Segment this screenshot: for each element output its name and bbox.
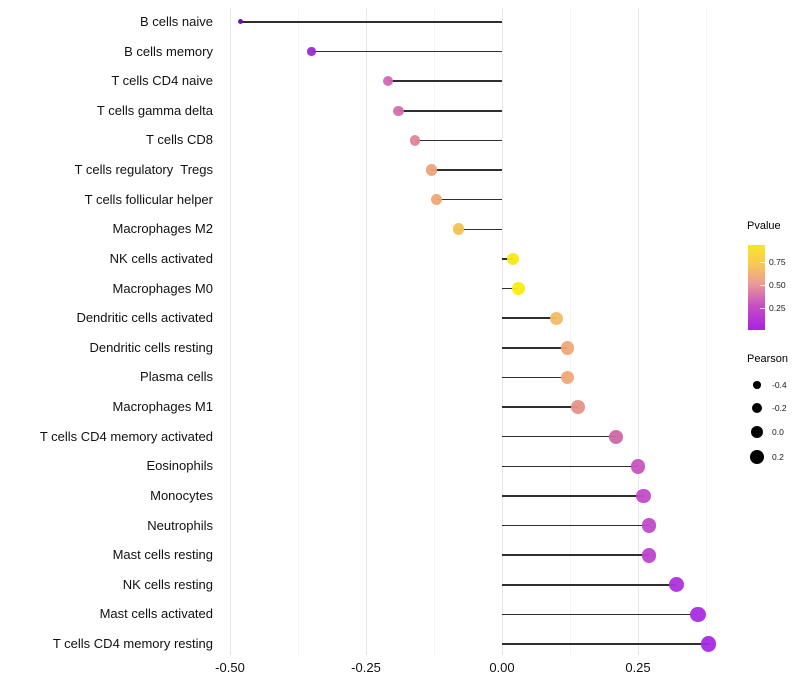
gradient-tick-mark: [760, 308, 765, 309]
minor-gridline: [434, 8, 435, 655]
category-label: NK cells resting: [122, 576, 213, 592]
lollipop-dot: [609, 429, 624, 444]
minor-gridline: [570, 8, 571, 655]
x-axis-tick-label: -0.50: [215, 660, 245, 675]
lollipop-dot: [630, 459, 646, 474]
lollipop-stem: [502, 465, 638, 468]
lollipop-dot: [307, 47, 316, 56]
lollipop-stem: [502, 524, 649, 527]
size-legend-dot: [753, 381, 761, 389]
lollipop-dot: [382, 76, 393, 87]
lollipop-dot: [641, 518, 657, 533]
lollipop-dot: [636, 488, 651, 504]
size-legend-label: -0.4: [772, 379, 787, 390]
category-label: T cells CD8: [146, 132, 213, 148]
major-gridline: [638, 8, 639, 655]
minor-gridline: [298, 8, 299, 655]
lollipop-stem: [502, 317, 557, 319]
size-legend-label: 0.2: [772, 451, 784, 462]
category-label: Macrophages M0: [112, 280, 213, 296]
lollipop-stem: [240, 21, 502, 23]
lollipop-dot: [700, 636, 717, 652]
lollipop-stem: [502, 584, 677, 586]
lollipop-dot: [690, 606, 706, 623]
lollipop-stem: [502, 613, 698, 616]
gradient-tick-label: 0.25: [769, 303, 786, 313]
category-label: T cells gamma delta: [96, 102, 213, 118]
lollipop-dot: [238, 19, 244, 25]
category-label: Eosinophils: [146, 458, 214, 474]
pvalue-gradient-bar: [748, 245, 765, 330]
size-legend-label: -0.2: [772, 402, 787, 413]
lollipop-dot: [571, 400, 585, 414]
lollipop-dot: [549, 311, 564, 325]
size-legend-dot: [751, 402, 763, 414]
major-gridline: [502, 8, 503, 655]
lollipop-stem: [502, 643, 709, 645]
lollipop-dot: [668, 577, 684, 593]
category-label: Dendritic cells resting: [89, 339, 213, 355]
category-label: Mast cells activated: [99, 606, 213, 622]
category-label: Dendritic cells activated: [76, 310, 213, 326]
lollipop-stem: [458, 228, 502, 231]
category-label: B cells naive: [140, 14, 213, 29]
lollipop-stem: [502, 287, 519, 290]
category-label: T cells follicular helper: [84, 191, 213, 207]
lollipop-stem: [502, 435, 617, 438]
lollipop-dot: [641, 547, 657, 563]
pvalue-legend-title: Pvalue: [747, 220, 781, 232]
x-axis-tick-label: 0.00: [489, 660, 515, 675]
lollipop-dot: [506, 252, 520, 266]
lollipop-stem: [502, 554, 649, 556]
category-label: T cells regulatory Tregs: [74, 162, 213, 178]
gradient-tick-label: 0.50: [769, 280, 786, 290]
lollipop-stem: [398, 110, 502, 112]
lollipop-stem: [436, 198, 502, 201]
lollipop-dot: [560, 341, 575, 355]
category-label: T cells CD4 memory activated: [39, 428, 213, 444]
category-label: T cells CD4 naive: [111, 73, 213, 89]
category-label: B cells memory: [124, 43, 213, 59]
plot-panel: [222, 8, 718, 655]
lollipop-dot: [425, 164, 437, 176]
lollipop-dot: [409, 135, 421, 146]
category-label: T cells CD4 memory resting: [52, 636, 213, 652]
category-label: Neutrophils: [147, 517, 213, 533]
x-axis-tick-label: -0.25: [351, 660, 381, 675]
gradient-tick-label: 0.75: [769, 257, 786, 267]
category-label: Monocytes: [150, 487, 213, 503]
category-label: Mast cells resting: [112, 547, 213, 563]
lollipop-stem: [502, 406, 579, 408]
size-legend-label: 0.0: [772, 426, 784, 437]
lollipop-stem: [311, 50, 502, 53]
lollipop-dot: [431, 194, 443, 206]
lollipop-stem: [502, 495, 644, 497]
lollipop-dot: [452, 223, 465, 236]
minor-gridline: [706, 8, 707, 655]
lollipop-dot: [560, 370, 575, 385]
size-legend-dot: [749, 449, 765, 465]
category-label: Macrophages M1: [112, 399, 213, 415]
x-axis-tick-label: 0.25: [625, 660, 651, 675]
major-gridline: [230, 8, 231, 655]
pearson-legend-title: Pearson: [747, 353, 788, 365]
lollipop-dot: [511, 282, 525, 295]
category-label: Macrophages M2: [112, 221, 213, 237]
category-label: NK cells activated: [109, 250, 213, 266]
category-label: Plasma cells: [140, 369, 213, 385]
lollipop-stem: [502, 376, 568, 379]
lollipop-stem: [387, 80, 502, 82]
lollipop-stem: [502, 347, 568, 349]
size-legend-dot: [750, 425, 764, 439]
lollipop-dot: [393, 105, 404, 117]
major-gridline: [366, 8, 367, 655]
lollipop-stem: [431, 169, 502, 171]
gradient-tick-mark: [760, 285, 765, 286]
gradient-tick-mark: [760, 262, 765, 263]
lollipop-stem: [414, 139, 502, 142]
